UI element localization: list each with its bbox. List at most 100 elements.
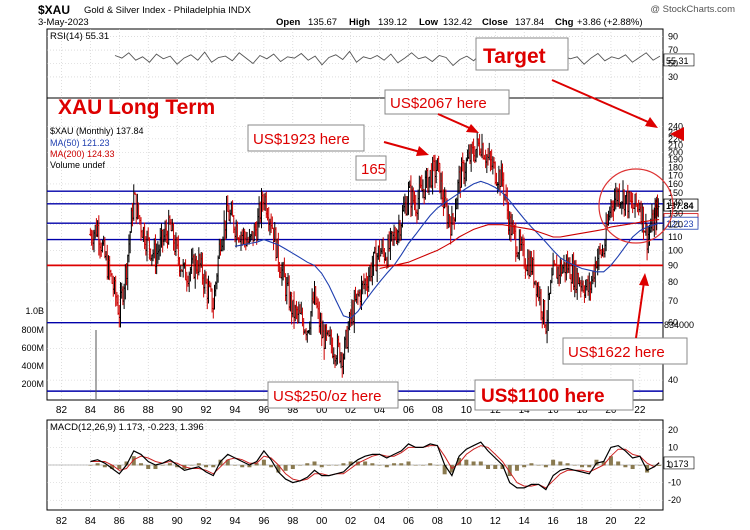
macd-histogram-bar [514, 465, 519, 471]
target-label: Target [483, 45, 546, 68]
macd-histogram-bar [551, 459, 556, 466]
low-value: 132.42 [443, 17, 472, 28]
us1923-label: US$1923 here [253, 131, 350, 148]
macd-last-value: 1.173 [666, 459, 689, 469]
macd-histogram-bar [348, 461, 353, 466]
macd-histogram-bar [124, 461, 129, 466]
open-label: Open [276, 17, 300, 28]
macd-histogram-bar [138, 463, 143, 466]
price-tick-label: 60 [668, 318, 678, 328]
rsi-title: RSI(14) 55.31 [50, 31, 109, 42]
macd-histogram-bar [110, 465, 115, 470]
x-tick-label: 10 [461, 405, 473, 416]
us1100-box [474, 379, 634, 411]
us1100-label: US$1100 here [481, 386, 605, 407]
volume-tick-label: 400M [21, 361, 44, 371]
stockcharts-watermark: @ StockCharts.com [650, 4, 735, 15]
price-tick-label: 120 [668, 220, 683, 230]
target-box [475, 37, 569, 71]
macd-lines: 1.173 [47, 441, 695, 491]
macd-histogram-bar [435, 465, 440, 466]
us1923-arrowhead [416, 146, 429, 156]
macd-histogram-bar [399, 463, 404, 466]
x-tick-label: 20 [605, 516, 617, 527]
price-tick-label: 140 [668, 198, 683, 208]
x-tick-label: 18 [576, 516, 588, 527]
macd-histogram-bar [377, 465, 382, 466]
x-tick-label: 00 [316, 516, 328, 527]
x-tick-label: 88 [143, 405, 155, 416]
macd-histogram-bar [493, 465, 498, 470]
macd-histogram-bar [486, 465, 491, 470]
x-tick-label: 92 [200, 405, 212, 416]
rsi-last-value-tag [663, 53, 695, 67]
x-tick-label: 16 [548, 516, 560, 527]
macd-last-value-tag [663, 456, 695, 470]
chg-value: +3.86 (+2.88%) [577, 17, 643, 28]
symbol-title: $XAU [38, 3, 70, 17]
macd-histogram-bar [290, 465, 295, 470]
macd-histogram-bar [623, 465, 628, 468]
price-tick-label: 110 [668, 232, 682, 242]
x-tick-label: 88 [143, 516, 155, 527]
us1622-box [562, 337, 688, 365]
macd-histogram-bar [341, 463, 346, 466]
macd-line [90, 441, 660, 491]
macd-histogram-bar [370, 463, 375, 466]
x-tick-label: 86 [114, 405, 126, 416]
rsi-tick-label: 30 [668, 72, 678, 82]
macd-histogram-bar [652, 465, 657, 466]
macd-histogram-bar [167, 463, 172, 466]
x-tick-label: 98 [287, 405, 299, 416]
x-tick-label: 84 [85, 516, 97, 527]
macd-histogram-bar [630, 465, 635, 470]
macd-histogram-bar [420, 465, 425, 466]
macd-histogram-bar [565, 463, 570, 466]
macd-histogram-bar [637, 465, 642, 466]
legend-volume: Volume undef [50, 160, 106, 170]
x-tick-label: 86 [114, 516, 126, 527]
macd-histogram-bar [587, 465, 592, 468]
ma200-line [379, 219, 660, 270]
macd-tick-label: 10 [668, 442, 678, 452]
macd-histogram-bar [225, 459, 230, 466]
macd-histogram-bar [204, 465, 209, 468]
macd-histogram-bar [442, 465, 447, 475]
macd-histogram-bar [413, 465, 418, 466]
macd-histogram-bar [153, 465, 158, 470]
x-tick-label: 08 [432, 405, 444, 416]
x-tick-label: 10 [461, 516, 473, 527]
chart-annotation-title: XAU Long Term [58, 96, 215, 119]
label165: 165 [361, 161, 386, 178]
x-tick-label: 22 [634, 405, 646, 416]
x-tick-label: 96 [258, 516, 270, 527]
macd-histogram-bar [428, 463, 433, 466]
macd-histogram-bar [478, 461, 483, 466]
macd-histogram-bar [102, 465, 107, 468]
x-tick-label: 92 [200, 516, 212, 527]
macd-histogram-bar [95, 463, 100, 466]
macd-histogram-bar [507, 465, 512, 477]
price-tick-label: 170 [668, 170, 683, 180]
macd-histogram-bar [211, 465, 216, 468]
price-tick-label: 150 [668, 188, 683, 198]
rsi-tick-label: 50 [668, 59, 678, 69]
high-value: 139.12 [378, 17, 407, 28]
macd-histogram-bar [464, 459, 469, 466]
label165-box [355, 155, 387, 181]
x-tick-label: 94 [229, 516, 241, 527]
macd-histogram-bar [522, 465, 527, 468]
us1622-arrow [635, 281, 645, 339]
price-tick-label: 80 [668, 277, 678, 287]
chart-date: 3-May-2023 [38, 17, 89, 28]
us2067-label: US$2067 here [390, 95, 487, 112]
macd-histogram-bar [305, 463, 310, 466]
macd-histogram-bar [131, 456, 136, 466]
us2067-box [384, 89, 510, 115]
macd-histogram-bar [500, 465, 505, 470]
macd-title: MACD(12,26,9) 1.173, -0.223, 1.396 [50, 422, 204, 433]
rsi-series-line [114, 50, 661, 67]
us1622-label: US$1622 here [568, 344, 665, 361]
macd-histogram-bar [298, 465, 303, 466]
chg-label: Chg [555, 17, 574, 28]
